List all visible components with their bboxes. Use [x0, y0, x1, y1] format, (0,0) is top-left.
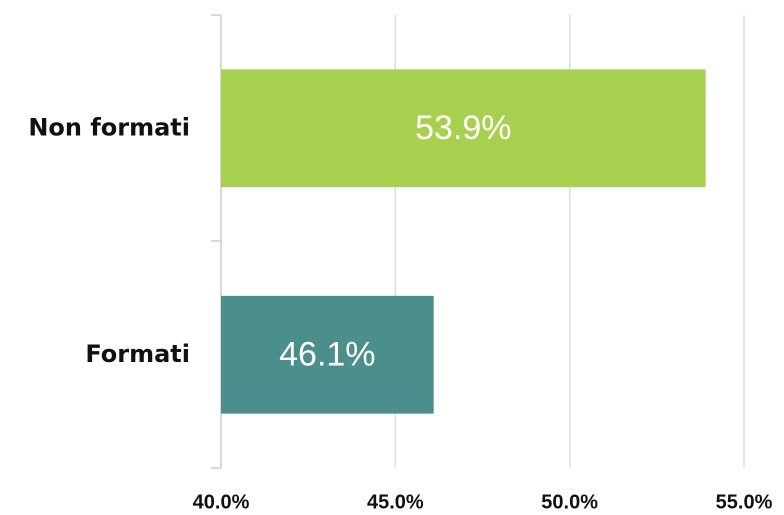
- category-axis: [211, 14, 222, 469]
- category-label: Formati: [85, 340, 190, 368]
- bar: [221, 295, 434, 414]
- x-tick-label: 55.0%: [716, 491, 773, 513]
- x-tick-label: 50.0%: [541, 491, 598, 513]
- bar: [221, 69, 706, 188]
- x-tick-label: 45.0%: [367, 491, 424, 513]
- value-label: 53.9%: [415, 109, 511, 147]
- category-label: Non formati: [28, 113, 190, 141]
- x-tick-label: 40.0%: [193, 491, 250, 513]
- value-label: 46.1%: [279, 336, 375, 374]
